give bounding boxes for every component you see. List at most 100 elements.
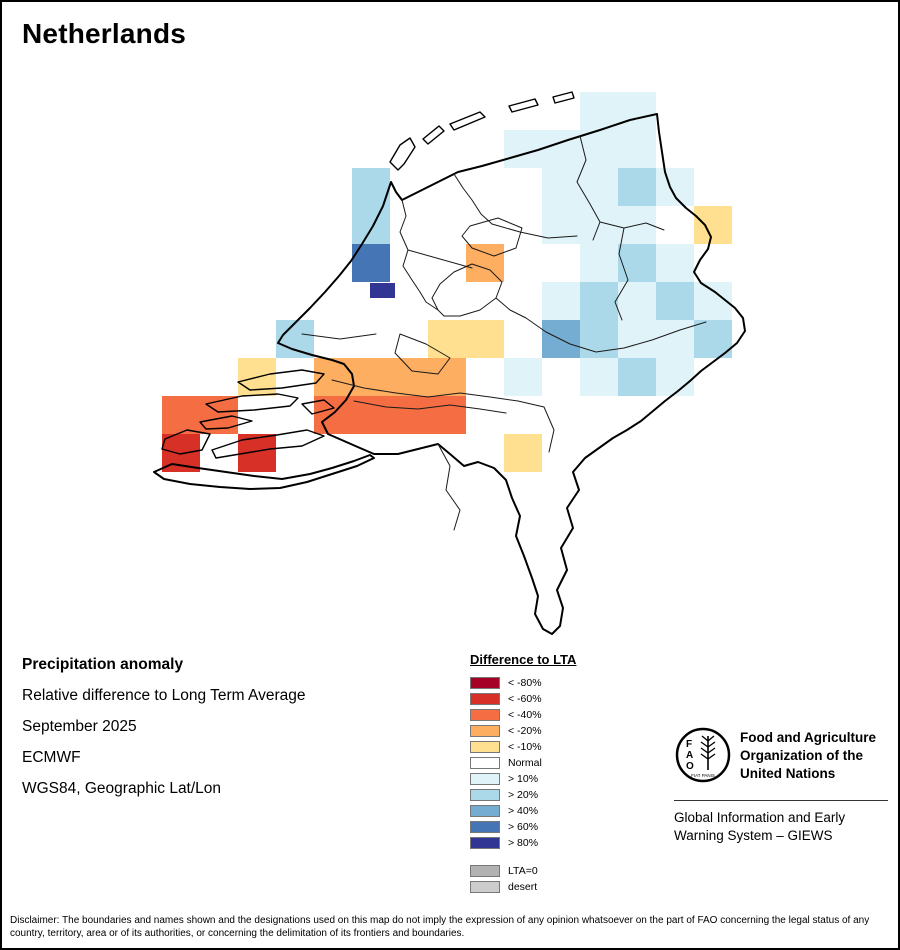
map-cell xyxy=(542,130,580,168)
map-cell xyxy=(618,92,656,130)
legend-item: < -40% xyxy=(470,707,610,723)
map-cell xyxy=(276,320,314,358)
anomaly-cells-layer xyxy=(162,92,732,472)
map-cell xyxy=(542,320,580,358)
wadden-island xyxy=(449,111,486,131)
map-cell xyxy=(580,92,618,130)
map-cell xyxy=(352,396,390,434)
legend-item: LTA=0 xyxy=(470,863,610,879)
map-cell xyxy=(580,358,618,396)
delta-island xyxy=(211,429,325,459)
polder-outline xyxy=(431,263,503,317)
province-border xyxy=(576,135,601,241)
province-border xyxy=(543,406,555,453)
map-cell xyxy=(580,282,618,320)
disclaimer: Disclaimer: The boundaries and names sho… xyxy=(10,915,870,939)
map-cell xyxy=(694,282,732,320)
map-cell xyxy=(542,168,580,206)
map-cell xyxy=(580,244,618,282)
legend-item: Normal xyxy=(470,755,610,771)
map-cell xyxy=(580,168,618,206)
legend-item: < -80% xyxy=(470,675,610,691)
legend-item-label: < -20% xyxy=(508,725,542,737)
legend-item-label: LTA=0 xyxy=(508,865,538,877)
giews-name: Global Information and Early Warning Sys… xyxy=(674,810,846,843)
province-border xyxy=(301,333,377,340)
legend-item-label: Normal xyxy=(508,757,542,769)
legend-swatch xyxy=(470,773,500,785)
legend-item: < -60% xyxy=(470,691,610,707)
map-cell xyxy=(390,358,428,396)
map-cell xyxy=(694,206,732,244)
map-cell xyxy=(314,396,352,434)
legend-swatch xyxy=(470,881,500,893)
province-border xyxy=(394,333,451,375)
map-cell xyxy=(428,358,466,396)
fao-letter: O xyxy=(686,761,694,772)
legend-item-label: < -40% xyxy=(508,709,542,721)
legend-item: > 20% xyxy=(470,787,610,803)
map-cell xyxy=(618,244,656,282)
legend-item: desert xyxy=(470,879,610,895)
river-line xyxy=(331,379,545,408)
fao-block: F A O FIAT PANIS Food and Agriculture Or… xyxy=(674,726,892,845)
country-border-south xyxy=(153,454,375,490)
delta-island xyxy=(237,369,325,391)
legend-item: < -20% xyxy=(470,723,610,739)
info-line-period: September 2025 xyxy=(22,718,137,735)
legend-item: > 80% xyxy=(470,835,610,851)
map-cell xyxy=(618,358,656,396)
legend-item: > 60% xyxy=(470,819,610,835)
river-line xyxy=(353,400,507,414)
map-cell xyxy=(390,396,428,434)
legend-swatch xyxy=(470,677,500,689)
legend-swatch xyxy=(470,725,500,737)
map-cell xyxy=(504,434,542,472)
map-cell xyxy=(238,358,276,396)
legend-swatch xyxy=(470,757,500,769)
map-cell xyxy=(656,282,694,320)
legend-item-label: < -80% xyxy=(508,677,542,689)
legend-item: < -10% xyxy=(470,739,610,755)
fao-letter: A xyxy=(686,750,693,761)
legend-gap xyxy=(470,851,610,863)
legend-swatch xyxy=(470,865,500,877)
dike-line xyxy=(407,249,473,269)
legend-item-label: > 60% xyxy=(508,821,539,833)
ijsselmeer-coast xyxy=(453,173,493,225)
legend-swatch xyxy=(470,805,500,817)
delta-island xyxy=(205,393,299,413)
ijsselmeer-coast xyxy=(399,199,439,311)
map-cell xyxy=(580,320,618,358)
map-cell xyxy=(352,206,390,244)
map-cell xyxy=(352,168,390,206)
map-cell xyxy=(466,320,504,358)
province-border xyxy=(599,221,665,231)
map-cell xyxy=(504,358,542,396)
map-cell xyxy=(618,320,656,358)
map-cell xyxy=(238,434,276,472)
map-cell xyxy=(542,282,580,320)
map-cell xyxy=(618,168,656,206)
legend-swatch xyxy=(470,693,500,705)
legend-item-label: > 80% xyxy=(508,837,539,849)
legend-item-label: > 20% xyxy=(508,789,539,801)
province-border xyxy=(491,223,578,239)
legend-title: Difference to LTA xyxy=(470,652,577,667)
legend-item-label: desert xyxy=(508,881,538,893)
delta-island xyxy=(301,399,335,415)
map-cell xyxy=(694,320,732,358)
map-cell xyxy=(428,396,466,434)
map-cell xyxy=(428,320,466,358)
map-cell xyxy=(656,320,694,358)
map-cell xyxy=(162,434,200,472)
map-cell xyxy=(656,358,694,396)
fao-name: Food and Agriculture Organization of the… xyxy=(740,730,876,781)
fao-letter: F xyxy=(686,739,692,750)
delta-island xyxy=(161,429,211,455)
legend-swatch xyxy=(470,821,500,833)
netherlands-map xyxy=(153,91,746,635)
border-lines xyxy=(153,91,746,635)
province-border xyxy=(495,297,547,333)
